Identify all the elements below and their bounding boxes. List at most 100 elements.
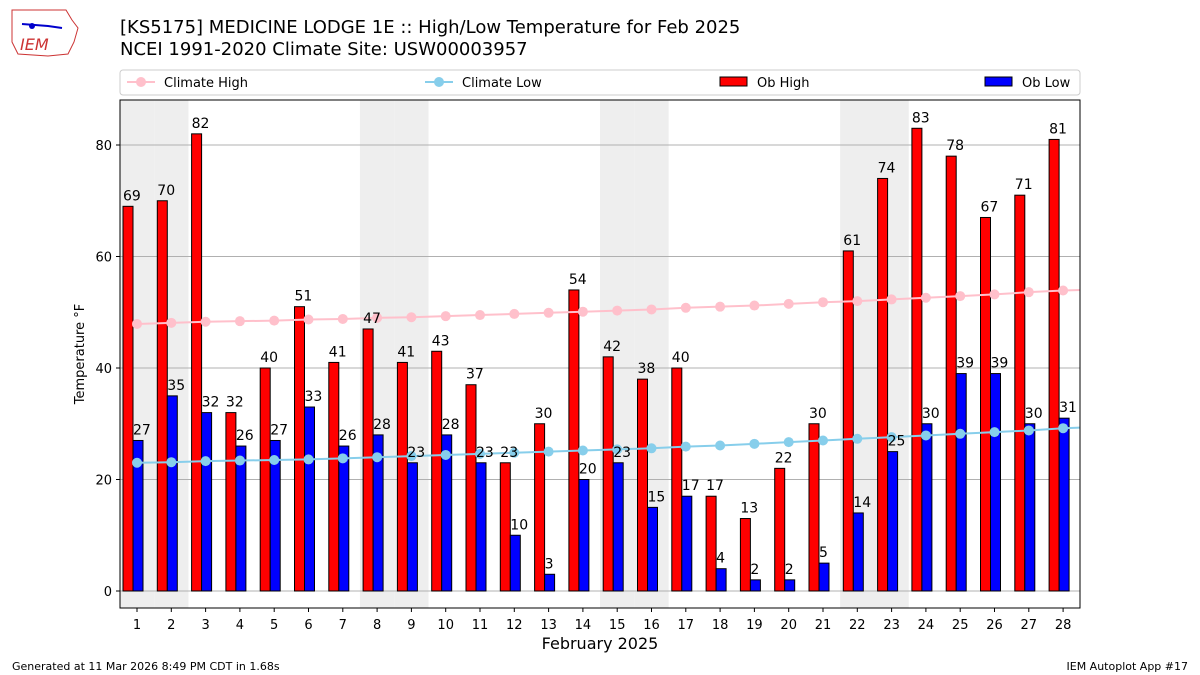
climate-low-point	[852, 433, 863, 444]
ob-low-label: 5	[819, 545, 828, 561]
ob-low-label: 31	[1059, 400, 1077, 416]
ob-low-label: 39	[956, 356, 974, 372]
ob-high-label: 78	[946, 138, 964, 154]
x-tick-label: 20	[780, 618, 797, 633]
climate-high-point	[749, 300, 760, 311]
ob-low-label: 25	[888, 434, 906, 450]
climate-high-point	[166, 317, 177, 328]
climate-low-point	[337, 453, 348, 464]
x-tick-label: 23	[883, 618, 900, 633]
ob-high-label: 74	[878, 160, 896, 176]
climate-low-point	[372, 452, 383, 463]
ob-low-bar	[784, 579, 796, 592]
ob-low-bar	[955, 373, 967, 592]
climate-low-point	[406, 451, 417, 462]
ob-high-bar	[945, 155, 957, 592]
ob-low-bar	[338, 445, 350, 592]
ob-low-label: 27	[133, 422, 151, 438]
ob-high-bar	[328, 361, 340, 592]
ob-low-bar	[304, 406, 315, 592]
ob-low-label: 20	[579, 462, 597, 478]
ob-low-bar	[406, 462, 418, 592]
climate-low-point	[955, 428, 966, 439]
ob-low-label: 23	[613, 445, 631, 461]
legend-bar-marker	[719, 76, 748, 87]
climate-low-point	[818, 435, 828, 446]
climate-low-point	[577, 445, 588, 456]
climate-low-point	[543, 446, 554, 457]
ob-high-bar	[259, 367, 271, 592]
ob-low-bar	[647, 506, 658, 592]
ob-high-bar	[294, 306, 305, 592]
ob-high-bar	[911, 127, 923, 592]
ob-high-label: 54	[569, 272, 587, 288]
ob-low-label: 32	[202, 395, 220, 411]
climate-high-point	[577, 306, 588, 317]
ob-low-label: 35	[167, 378, 185, 394]
chart-subtitle: NCEI 1991-2020 Climate Site: USW00003957	[120, 39, 528, 60]
x-tick-label: 13	[540, 618, 557, 633]
ob-low-bar	[1058, 417, 1070, 592]
ob-high-bar	[568, 289, 580, 592]
ob-high-bar	[808, 423, 820, 592]
ob-high-label: 82	[192, 116, 210, 132]
ob-low-bar	[1024, 423, 1036, 592]
ob-low-bar	[201, 412, 213, 592]
ob-low-label: 10	[510, 517, 528, 533]
climate-high-point	[646, 304, 657, 315]
ob-high-label: 43	[432, 333, 450, 349]
ob-low-bar	[921, 423, 933, 592]
ob-high-bar	[225, 412, 237, 592]
ob-high-label: 42	[603, 339, 621, 355]
ob-high-bar	[362, 328, 374, 592]
climate-high-point	[337, 313, 348, 324]
ob-low-bar	[612, 462, 624, 592]
climate-high-point	[543, 307, 554, 318]
ob-high-label: 32	[226, 395, 244, 411]
ob-high-label: 71	[1015, 177, 1033, 193]
climate-high-point	[234, 316, 245, 327]
ob-low-bar	[132, 439, 144, 592]
x-tick-label: 17	[678, 618, 695, 633]
x-tick-label: 8	[373, 618, 381, 633]
ob-low-bar	[681, 495, 693, 592]
legend-label: Ob Low	[1022, 76, 1071, 91]
x-tick-label: 3	[201, 618, 209, 633]
climate-low-point	[989, 427, 1000, 438]
ob-high-bar	[705, 495, 717, 592]
ob-high-label: 37	[466, 367, 484, 383]
climate-high-point	[852, 296, 863, 307]
x-tick-label: 7	[339, 618, 347, 633]
ob-high-label: 22	[775, 450, 793, 466]
svg-text:IEM: IEM	[20, 35, 49, 54]
climate-low-point	[715, 440, 726, 451]
ob-low-label: 14	[853, 495, 871, 511]
climate-low-point	[234, 455, 245, 466]
climate-high-point	[989, 289, 1000, 300]
ob-low-label: 26	[236, 428, 254, 444]
ob-high-bar	[877, 177, 889, 592]
climate-low-point	[749, 438, 760, 449]
ob-low-bar	[441, 434, 453, 592]
ob-high-label: 51	[295, 289, 313, 305]
x-tick-label: 26	[986, 618, 1003, 633]
ob-high-label: 40	[672, 350, 690, 366]
climate-low-point	[269, 454, 280, 465]
ob-low-label: 23	[407, 445, 425, 461]
footer-app: IEM Autoplot App #17	[1066, 660, 1189, 673]
x-tick-label: 2	[167, 618, 175, 633]
chart-title: [KS5175] MEDICINE LODGE 1E :: High/Low T…	[120, 17, 741, 38]
x-tick-label: 10	[437, 618, 454, 633]
climate-high-point	[303, 314, 314, 325]
ob-high-bar	[1048, 138, 1060, 592]
climate-low-point	[612, 444, 623, 455]
climate-high-point	[269, 315, 280, 326]
ob-low-bar	[509, 534, 521, 592]
ob-low-bar	[235, 445, 247, 592]
legend-box	[119, 69, 1081, 96]
climate-high-point	[783, 298, 794, 309]
climate-high-point	[680, 302, 691, 313]
climate-low-point	[440, 449, 451, 460]
legend-label: Climate High	[164, 76, 248, 91]
y-tick-label: 40	[95, 362, 112, 377]
